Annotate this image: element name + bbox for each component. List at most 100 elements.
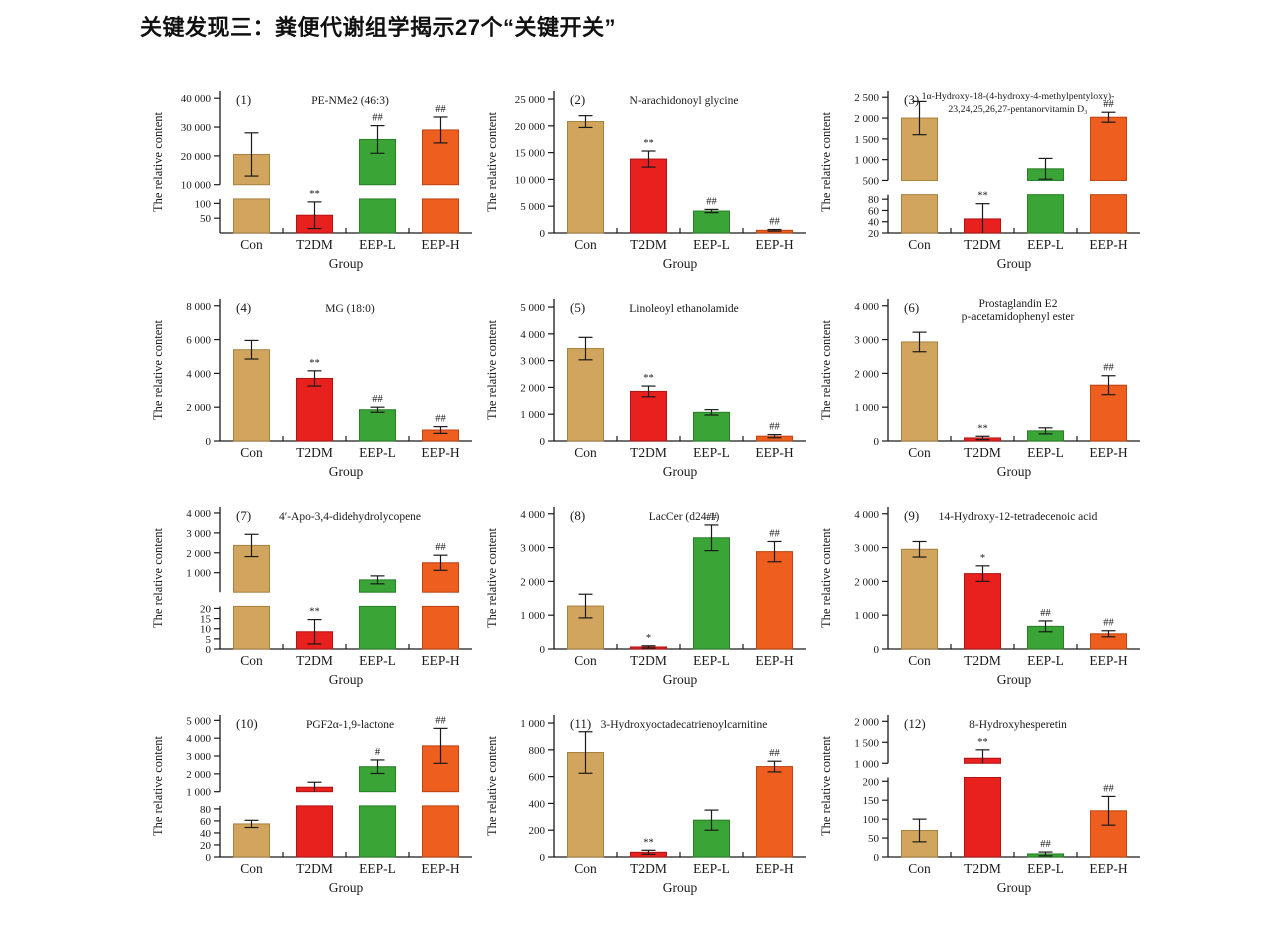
metabolite-panel-2: 0 5 000 10 000 15 000 20 000 25 000 (2) N-arach…	[482, 82, 816, 282]
significance-marker: **	[309, 607, 320, 618]
svg-text:2 000: 2 000	[186, 548, 211, 560]
svg-text:6 000: 6 000	[186, 335, 211, 347]
svg-text:2 000: 2 000	[854, 716, 879, 728]
svg-text:20 000: 20 000	[181, 151, 212, 163]
x-category-label: T2DM	[630, 445, 667, 460]
bar-eep-h	[756, 766, 793, 858]
bar-con	[567, 121, 604, 234]
x-category-label: T2DM	[296, 653, 333, 668]
x-category-label: T2DM	[964, 237, 1001, 252]
bar-con	[567, 348, 604, 442]
x-category-label: Con	[574, 653, 597, 668]
svg-text:100: 100	[195, 198, 212, 210]
significance-marker: ##	[435, 542, 446, 553]
x-category-label: EEP-L	[693, 237, 730, 252]
panel-title: Linoleoyl ethanolamide	[629, 303, 739, 315]
x-category-label: EEP-H	[755, 653, 793, 668]
svg-text:25 000: 25 000	[515, 94, 546, 106]
bar-eep-l	[359, 409, 396, 442]
significance-marker: **	[309, 358, 320, 369]
significance-marker: ##	[1103, 363, 1114, 374]
bar-con	[901, 194, 938, 234]
svg-text:2 000: 2 000	[520, 576, 545, 588]
x-category-label: T2DM	[630, 237, 667, 252]
svg-text:0: 0	[540, 852, 546, 864]
x-category-label: Con	[574, 445, 597, 460]
svg-text:0: 0	[874, 644, 880, 656]
metabolite-panel-10: 0 20 40 60 80 1 000 2 000 3 000 4 000 5 000 (10) PG…	[148, 706, 482, 906]
panel-title: Prostaglandin E2	[979, 298, 1058, 310]
x-axis-label: Group	[663, 256, 698, 271]
svg-text:2 000: 2 000	[854, 368, 879, 380]
x-category-label: Con	[240, 861, 263, 876]
svg-text:0: 0	[874, 436, 880, 448]
y-axis-label: The relative content	[819, 527, 833, 627]
svg-text:1 000: 1 000	[854, 610, 879, 622]
panel-title: LacCer (d24:1)	[649, 511, 720, 523]
svg-text:4 000: 4 000	[186, 733, 211, 745]
x-category-label: Con	[240, 237, 263, 252]
panel-title: 4′-Apo-3,4-didehydrolycopene	[279, 511, 421, 523]
significance-marker: *	[980, 553, 985, 564]
svg-text:5 000: 5 000	[186, 715, 211, 727]
x-axis-label: Group	[329, 464, 364, 479]
svg-text:0: 0	[206, 436, 212, 448]
y-axis-label: The relative content	[151, 319, 165, 419]
x-axis-label: Group	[329, 256, 364, 271]
x-category-label: EEP-H	[421, 237, 459, 252]
significance-marker: ##	[435, 715, 446, 726]
svg-text:1 000: 1 000	[520, 409, 545, 421]
significance-marker: ##	[706, 196, 717, 207]
panel-12-chart: 0 50 100 150 200 1 000 1 500 2 000 (12) 8-Hydroxy…	[819, 715, 1140, 895]
panel-number: (4)	[236, 300, 251, 315]
significance-marker: **	[977, 423, 988, 434]
svg-text:1 000: 1 000	[186, 568, 211, 580]
panel-title: p-acetamidophenyl ester	[962, 311, 1075, 323]
significance-marker: ##	[1040, 839, 1051, 850]
panel-title: 23,24,25,26,27-pentanorvitamin D₃	[948, 104, 1087, 115]
x-category-label: EEP-L	[359, 445, 396, 460]
panel-title: 8-Hydroxyhesperetin	[969, 719, 1067, 731]
significance-marker: ##	[769, 748, 780, 759]
x-category-label: T2DM	[630, 861, 667, 876]
x-category-label: EEP-L	[693, 861, 730, 876]
x-category-label: EEP-H	[421, 653, 459, 668]
panel-title: PGF2α-1,9-lactone	[306, 719, 394, 731]
svg-text:4 000: 4 000	[186, 368, 211, 380]
metabolite-panel-11: 0 200 400 600 800 1 000 (11) 3-Hydroxyoctadecat…	[482, 706, 816, 906]
panel-number: (10)	[236, 716, 258, 731]
svg-text:2 500: 2 500	[854, 92, 879, 104]
y-axis-label: The relative content	[485, 735, 499, 835]
y-axis-label: The relative content	[819, 111, 833, 211]
x-category-label: EEP-L	[1027, 445, 1064, 460]
x-axis-label: Group	[329, 880, 364, 895]
panel-11-chart: 0 200 400 600 800 1 000 (11) 3-Hydroxyoctadecat…	[485, 715, 806, 895]
svg-text:3 000: 3 000	[854, 335, 879, 347]
metabolite-panel-9: 0 1 000 2 000 3 000 4 000 (9) 14-Hydroxy-12-te…	[816, 498, 1150, 698]
metabolite-panel-1: 50 100 10 000 20 000 30 000 40 000 (1) PE-NMe2 …	[148, 82, 482, 282]
significance-marker: ##	[435, 104, 446, 115]
svg-text:1 500: 1 500	[854, 737, 879, 749]
svg-text:1 000: 1 000	[520, 718, 545, 730]
svg-text:15: 15	[200, 614, 212, 626]
svg-text:40 000: 40 000	[181, 93, 212, 105]
svg-text:1 000: 1 000	[854, 402, 879, 414]
bar-t2dm	[964, 573, 1001, 650]
significance-marker: **	[643, 373, 654, 384]
panel-number: (5)	[570, 300, 585, 315]
svg-text:20: 20	[868, 228, 880, 240]
metabolite-panel-3: 20 40 60 80 500 1 000 1 500 2 000 2 500 (3) 1α-Hyd…	[816, 82, 1150, 282]
panel-9-chart: 0 1 000 2 000 3 000 4 000 (9) 14-Hydroxy-12-te…	[819, 507, 1140, 687]
significance-marker: ##	[435, 414, 446, 425]
svg-text:20 000: 20 000	[515, 121, 546, 133]
panel-number: (2)	[570, 92, 585, 107]
svg-text:500: 500	[863, 175, 880, 187]
svg-text:3 000: 3 000	[520, 356, 545, 368]
panel-title: 1α-Hydroxy-18-(4-hydroxy-4-methylpentylo…	[922, 91, 1115, 102]
x-category-label: Con	[574, 237, 597, 252]
x-category-label: EEP-L	[1027, 237, 1064, 252]
y-axis-label: The relative content	[151, 735, 165, 835]
x-category-label: EEP-L	[359, 861, 396, 876]
bar-eep-h	[756, 551, 793, 650]
